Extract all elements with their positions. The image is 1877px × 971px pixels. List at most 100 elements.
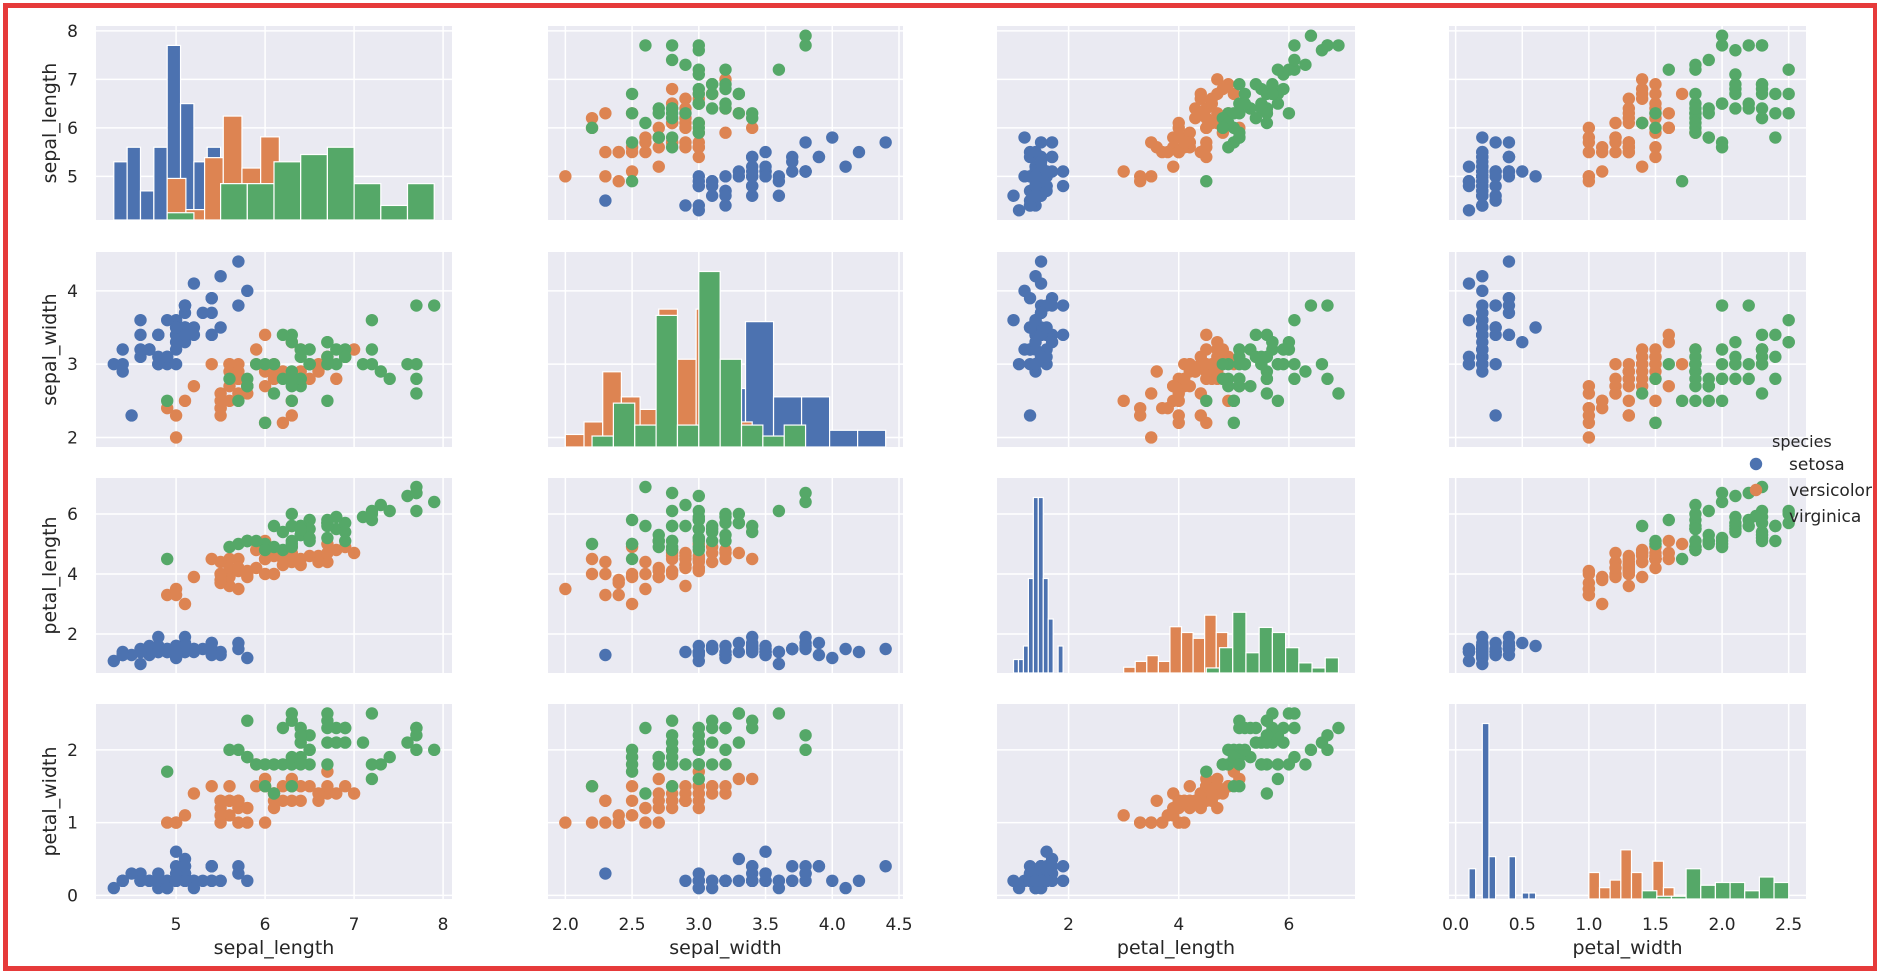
scatter-point-virginica	[223, 743, 236, 757]
scatter-point-versicolor	[285, 409, 298, 422]
scatter-point-virginica	[745, 111, 759, 125]
scatter-point-virginica	[692, 513, 706, 527]
scatter-point-versicolor	[679, 794, 692, 807]
scatter-point-setosa	[719, 199, 732, 212]
scatter-point-virginica	[1755, 525, 1769, 539]
scatter-point-setosa	[732, 874, 746, 888]
x-axis-label-petal_width: petal_width	[1573, 937, 1683, 959]
scatter-point-virginica	[1782, 335, 1795, 349]
scatter-point-virginica	[1255, 758, 1268, 771]
scatter-point-versicolor	[639, 131, 652, 144]
scatter-point-setosa	[161, 313, 174, 327]
scatter-point-setosa	[799, 860, 812, 873]
scatter-point-setosa	[1056, 179, 1070, 193]
scatter-point-virginica	[223, 540, 236, 554]
scatter-point-virginica	[1321, 299, 1334, 312]
scatter-point-virginica	[330, 343, 343, 356]
figure-border	[3, 3, 1877, 971]
y-axis-label-sepal_length: sepal_length	[39, 63, 61, 184]
scatter-point-versicolor	[321, 546, 334, 560]
scatter-point-setosa	[1529, 321, 1542, 334]
scatter-point-virginica	[705, 87, 719, 101]
histogram-bar-setosa	[1047, 618, 1054, 673]
scatter-point-virginica	[1288, 750, 1301, 764]
scatter-point-virginica	[799, 729, 812, 742]
scatter-point-virginica	[1288, 721, 1301, 735]
scatter-point-virginica	[250, 357, 263, 371]
x-tick-label: 2.0	[552, 915, 579, 935]
legend-marker-virginica	[1749, 509, 1763, 523]
scatter-point-virginica	[1689, 357, 1702, 371]
scatter-point-versicolor	[276, 416, 290, 430]
scatter-point-setosa	[1476, 306, 1489, 320]
scatter-point-versicolor	[1649, 78, 1662, 91]
scatter-point-virginica	[303, 343, 316, 356]
scatter-point-virginica	[692, 126, 706, 139]
scatter-point-virginica	[1715, 299, 1729, 312]
scatter-point-versicolor	[1662, 328, 1675, 342]
scatter-point-virginica	[1715, 486, 1729, 500]
scatter-point-setosa	[1476, 284, 1489, 298]
scatter-point-virginica	[1277, 82, 1290, 96]
x-tick-label: 3.0	[685, 915, 712, 935]
y-tick-label: 3	[67, 355, 78, 375]
panel-petal_width-vs-petal_length	[997, 704, 1355, 899]
scatter-point-virginica	[1266, 78, 1279, 91]
scatter-point-virginica	[339, 525, 352, 539]
scatter-point-virginica	[161, 552, 174, 566]
scatter-point-virginica	[1233, 379, 1246, 393]
scatter-point-versicolor	[692, 787, 706, 800]
scatter-point-setosa	[745, 179, 759, 193]
scatter-point-virginica	[401, 357, 414, 371]
scatter-point-virginica	[1689, 534, 1702, 548]
scatter-point-versicolor	[187, 379, 201, 393]
scatter-point-setosa	[107, 654, 121, 668]
scatter-point-setosa	[1040, 845, 1053, 858]
scatter-point-versicolor	[585, 816, 599, 829]
legend: species setosa versicolor virginica	[1749, 432, 1872, 527]
scatter-point-virginica	[1702, 504, 1715, 518]
scatter-point-versicolor	[1595, 145, 1609, 159]
scatter-point-virginica	[285, 780, 298, 793]
scatter-point-setosa	[1029, 357, 1042, 371]
scatter-point-versicolor	[214, 567, 227, 581]
scatter-point-virginica	[585, 780, 599, 793]
scatter-point-setosa	[732, 852, 746, 866]
scatter-point-setosa	[826, 131, 839, 144]
scatter-point-versicolor	[1609, 357, 1622, 371]
scatter-point-setosa	[786, 642, 799, 656]
panel-petal_length-vs-petal_length	[997, 478, 1355, 673]
scatter-point-virginica	[585, 537, 599, 551]
scatter-point-virginica	[1769, 131, 1782, 144]
scatter-point-setosa	[679, 199, 692, 212]
scatter-point-virginica	[383, 372, 396, 386]
scatter-point-versicolor	[719, 780, 732, 793]
histogram-bar-virginica	[719, 358, 743, 447]
scatter-point-virginica	[799, 39, 812, 52]
scatter-point-setosa	[719, 874, 732, 888]
scatter-point-versicolor	[1200, 328, 1213, 342]
scatter-point-setosa	[169, 357, 183, 371]
scatter-point-versicolor	[1582, 145, 1596, 159]
scatter-point-versicolor	[679, 121, 692, 135]
legend-label-versicolor: versicolor	[1789, 481, 1872, 501]
scatter-point-virginica	[303, 513, 316, 527]
scatter-point-setosa	[178, 328, 192, 342]
histogram-bar-virginica	[273, 161, 302, 220]
histogram-bar-setosa	[1037, 496, 1044, 673]
scatter-point-virginica	[692, 97, 706, 110]
scatter-point-virginica	[1769, 534, 1782, 548]
scatter-point-virginica	[692, 543, 706, 557]
scatter-point-virginica	[1675, 552, 1689, 566]
histogram-bar-setosa	[1468, 868, 1477, 899]
y-axis-label-petal_width: petal_width	[39, 747, 61, 857]
scatter-point-versicolor	[223, 780, 236, 793]
scatter-point-virginica	[241, 534, 254, 548]
scatter-point-setosa	[169, 874, 183, 888]
scatter-point-setosa	[134, 328, 147, 342]
scatter-point-virginica	[1729, 372, 1742, 386]
scatter-point-versicolor	[625, 809, 639, 822]
scatter-point-virginica	[639, 519, 652, 533]
scatter-point-versicolor	[652, 570, 665, 584]
scatter-point-setosa	[826, 874, 839, 888]
